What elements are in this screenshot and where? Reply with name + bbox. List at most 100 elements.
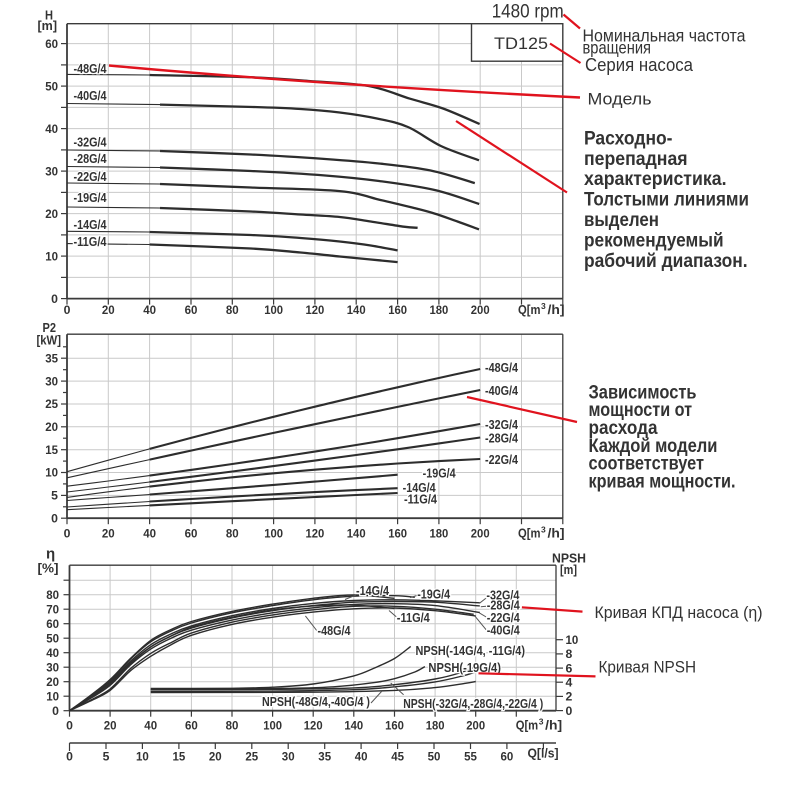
svg-text:выделен: выделен	[584, 209, 659, 231]
svg-text:0: 0	[64, 303, 71, 317]
svg-text:140: 140	[344, 719, 363, 733]
svg-text:-14G/4: -14G/4	[356, 584, 389, 598]
svg-text:3: 3	[541, 525, 546, 535]
svg-text:10: 10	[45, 466, 58, 480]
svg-text:Q[m: Q[m	[518, 526, 541, 541]
svg-text:-14G/4: -14G/4	[74, 218, 107, 232]
svg-text:Зависимость: Зависимость	[589, 381, 697, 403]
svg-text:180: 180	[426, 719, 445, 733]
svg-text:5: 5	[103, 749, 110, 763]
svg-text:Q[l/s]: Q[l/s]	[528, 746, 559, 761]
svg-text:60: 60	[45, 37, 58, 51]
svg-text:[kW]: [kW]	[37, 334, 62, 348]
svg-text:80: 80	[226, 719, 239, 733]
svg-text:-28G/4: -28G/4	[74, 152, 107, 166]
svg-text:40: 40	[46, 646, 59, 660]
svg-text:40: 40	[143, 303, 156, 317]
svg-text:-19G/4: -19G/4	[423, 467, 456, 481]
svg-text:160: 160	[385, 719, 404, 733]
svg-text:180: 180	[430, 527, 449, 541]
svg-text:10: 10	[46, 689, 59, 703]
svg-text:Q[m: Q[m	[518, 302, 541, 317]
svg-text:20: 20	[45, 420, 58, 434]
svg-text:160: 160	[388, 303, 407, 317]
svg-text:45: 45	[391, 749, 404, 763]
svg-text:-28G/4: -28G/4	[485, 432, 518, 446]
svg-text:100: 100	[264, 303, 283, 317]
svg-text:Кривая NPSH: Кривая NPSH	[599, 657, 697, 676]
svg-text:-32G/4: -32G/4	[486, 589, 519, 603]
svg-text:0: 0	[566, 704, 573, 718]
svg-text:[m]: [m]	[560, 563, 577, 577]
svg-text:Серия насоса: Серия насоса	[585, 55, 694, 75]
svg-text:60: 60	[185, 303, 198, 317]
svg-text:40: 40	[45, 122, 58, 136]
svg-text:0: 0	[66, 719, 73, 733]
svg-text:NPSH(-14G/4, -11G/4): NPSH(-14G/4, -11G/4)	[416, 644, 526, 658]
svg-text:кривая мощности.: кривая мощности.	[589, 470, 736, 492]
svg-text:Расходно-: Расходно-	[584, 127, 673, 149]
svg-text:50: 50	[46, 631, 59, 645]
svg-text:NPSH(-48G/4,-40G/4 ): NPSH(-48G/4,-40G/4 )	[262, 695, 370, 709]
svg-text:20: 20	[102, 303, 115, 317]
svg-text:η: η	[46, 546, 55, 563]
svg-text:180: 180	[430, 303, 449, 317]
svg-text:80: 80	[226, 303, 239, 317]
svg-text:35: 35	[318, 749, 331, 763]
svg-text:характеристика.: характеристика.	[584, 168, 727, 190]
svg-text:-22G/4: -22G/4	[485, 453, 518, 467]
svg-text:140: 140	[347, 527, 366, 541]
svg-text:0: 0	[52, 704, 59, 718]
svg-text:H: H	[45, 9, 53, 23]
svg-text:8: 8	[566, 647, 573, 661]
svg-text:-19G/4: -19G/4	[417, 588, 450, 602]
svg-text:Каждой модели: Каждой модели	[589, 435, 718, 457]
svg-text:30: 30	[45, 374, 58, 388]
svg-text:10: 10	[45, 249, 58, 263]
svg-text:соответствует: соответствует	[589, 453, 705, 475]
svg-text:10: 10	[566, 633, 579, 647]
svg-text:-48G/4: -48G/4	[318, 624, 351, 638]
svg-text:/h]: /h]	[545, 718, 562, 733]
svg-text:120: 120	[304, 719, 323, 733]
svg-text:мощности от: мощности от	[589, 399, 693, 421]
svg-text:55: 55	[464, 749, 477, 763]
svg-text:-28G/4: -28G/4	[487, 599, 520, 613]
svg-text:60: 60	[46, 617, 59, 631]
svg-text:100: 100	[264, 527, 283, 541]
svg-text:NPSH(-32G/4,-28G/4,-22G/4 ): NPSH(-32G/4,-28G/4,-22G/4 )	[403, 697, 543, 711]
svg-text:-11G/4: -11G/4	[74, 235, 107, 249]
svg-text:рабочий диапазон.: рабочий диапазон.	[584, 250, 748, 272]
svg-text:40: 40	[143, 527, 156, 541]
svg-text:0: 0	[51, 292, 58, 306]
svg-text:/h]: /h]	[548, 302, 565, 317]
svg-text:6: 6	[566, 661, 573, 675]
svg-text:-40G/4: -40G/4	[487, 624, 520, 638]
svg-text:-32G/4: -32G/4	[485, 418, 518, 432]
svg-text:/h]: /h]	[548, 526, 565, 541]
svg-text:-22G/4: -22G/4	[487, 611, 520, 625]
svg-text:60: 60	[501, 749, 514, 763]
svg-text:0: 0	[64, 527, 71, 541]
svg-text:15: 15	[45, 443, 58, 457]
svg-text:60: 60	[185, 527, 198, 541]
svg-text:10: 10	[136, 749, 149, 763]
svg-text:15: 15	[173, 749, 186, 763]
svg-text:80: 80	[226, 527, 239, 541]
svg-text:40: 40	[355, 749, 368, 763]
svg-text:200: 200	[471, 303, 490, 317]
svg-text:5: 5	[51, 489, 58, 503]
svg-text:20: 20	[104, 719, 117, 733]
svg-text:вращения: вращения	[583, 38, 652, 58]
svg-text:25: 25	[45, 397, 58, 411]
svg-text:120: 120	[306, 527, 325, 541]
svg-text:20: 20	[102, 527, 115, 541]
svg-text:50: 50	[428, 749, 441, 763]
svg-text:140: 140	[347, 303, 366, 317]
svg-text:200: 200	[471, 527, 490, 541]
svg-text:4: 4	[566, 675, 573, 689]
svg-text:50: 50	[45, 79, 58, 93]
svg-text:P2: P2	[43, 321, 57, 335]
svg-text:40: 40	[144, 719, 157, 733]
svg-text:100: 100	[263, 719, 282, 733]
